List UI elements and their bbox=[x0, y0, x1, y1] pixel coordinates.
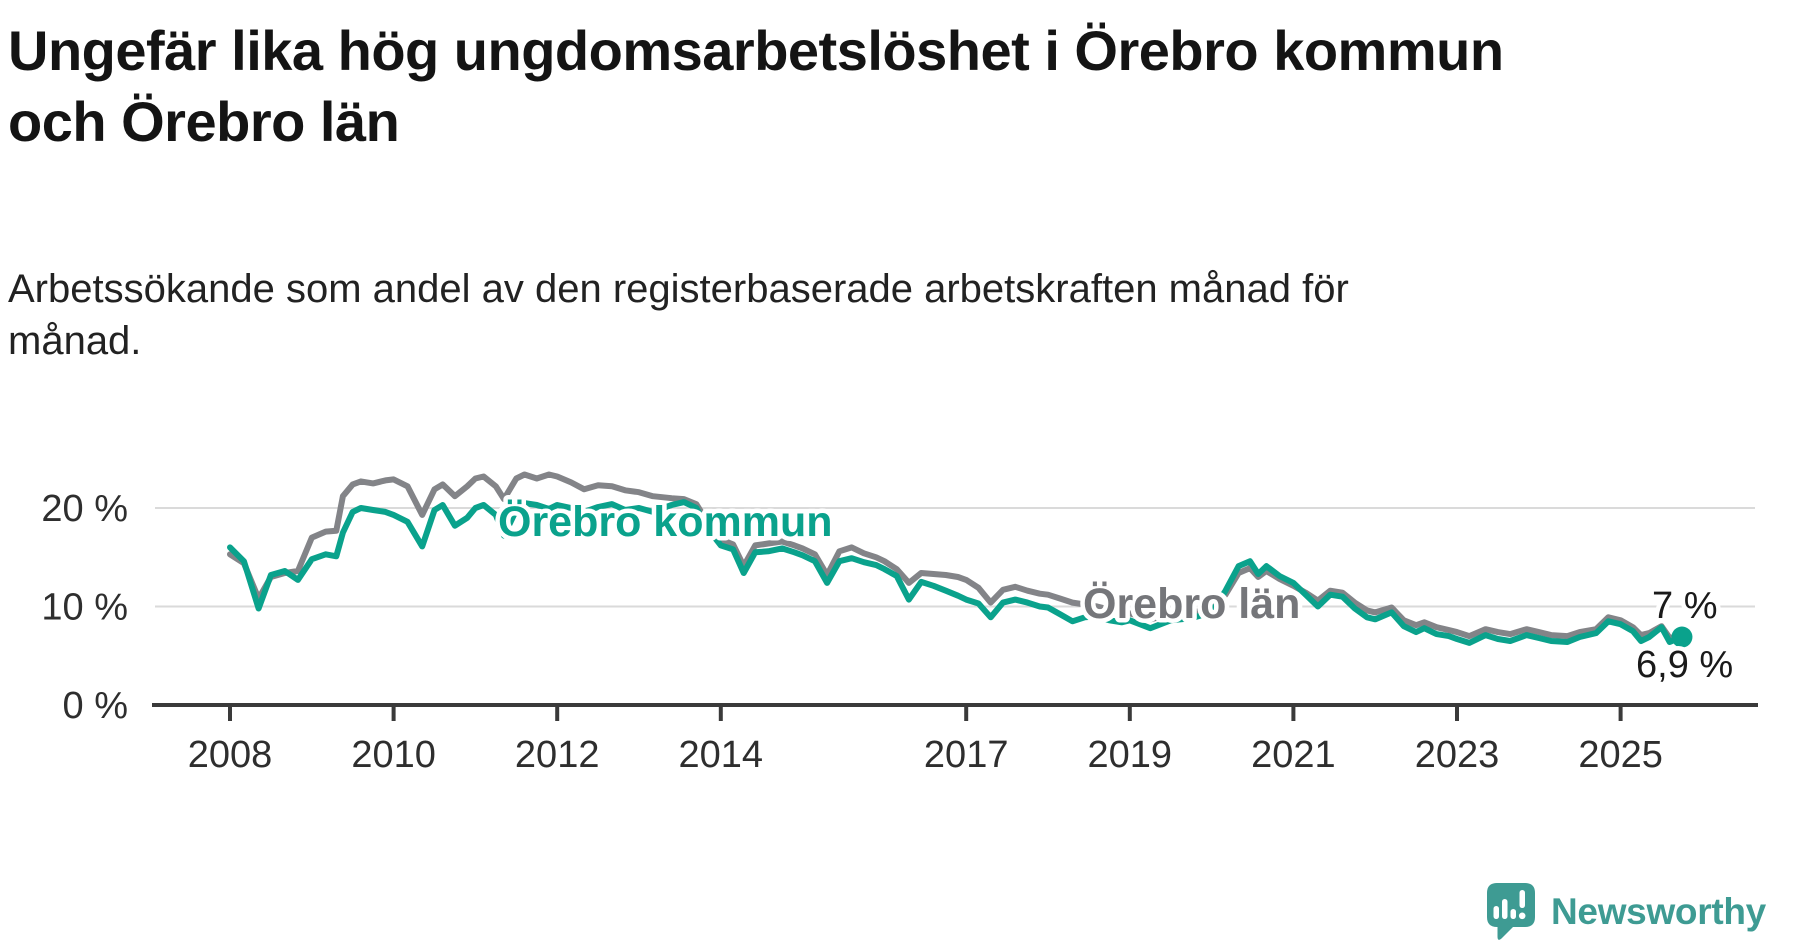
series-label-kommun: Örebro kommun bbox=[498, 498, 833, 546]
series-label-lan: Örebro län bbox=[1083, 580, 1300, 628]
x-axis-tick-label: 2025 bbox=[1578, 734, 1663, 776]
x-axis-tick-label: 2008 bbox=[188, 734, 273, 776]
x-axis-tick-label: 2014 bbox=[679, 734, 764, 776]
end-dot-kommun bbox=[1671, 626, 1693, 648]
x-axis-tick-label: 2017 bbox=[924, 734, 1009, 776]
unemployment-line-chart: 2008 2010 2012 2014 2017 2019 2021 2023 2025 0 % 1… bbox=[41, 471, 1758, 776]
newsworthy-logo-icon bbox=[1487, 883, 1535, 940]
x-axis-tick-label: 2012 bbox=[515, 734, 600, 776]
y-axis-tick-label: 0 % bbox=[63, 685, 128, 727]
end-value-label-kommun: 6,9 % bbox=[1636, 644, 1733, 686]
y-axis-tick-label: 20 % bbox=[41, 488, 128, 530]
chart-title: Ungefär lika hög ungdomsarbetslöshet i Ö… bbox=[8, 19, 1504, 153]
chart-area: 2008 2010 2012 2014 2017 2019 2021 2023 2025 0 % 1… bbox=[0, 390, 1800, 790]
newsworthy-logo[interactable]: Newsworthy bbox=[1486, 882, 1766, 941]
end-value-label-lan: 7 % bbox=[1652, 585, 1717, 627]
series-line-lan bbox=[227, 471, 1685, 641]
y-axis-tick-label: 10 % bbox=[41, 587, 128, 629]
chart-subtitle: Arbetssökande som andel av den registerb… bbox=[8, 267, 1349, 363]
x-axis-tick-label: 2023 bbox=[1415, 734, 1500, 776]
x-axis-tick-label: 2021 bbox=[1251, 734, 1336, 776]
x-axis-tick-label: 2019 bbox=[1088, 734, 1173, 776]
series-line-kommun bbox=[227, 499, 1685, 646]
x-axis-tick-label: 2010 bbox=[351, 734, 436, 776]
newsworthy-wordmark: Newsworthy bbox=[1551, 890, 1766, 932]
